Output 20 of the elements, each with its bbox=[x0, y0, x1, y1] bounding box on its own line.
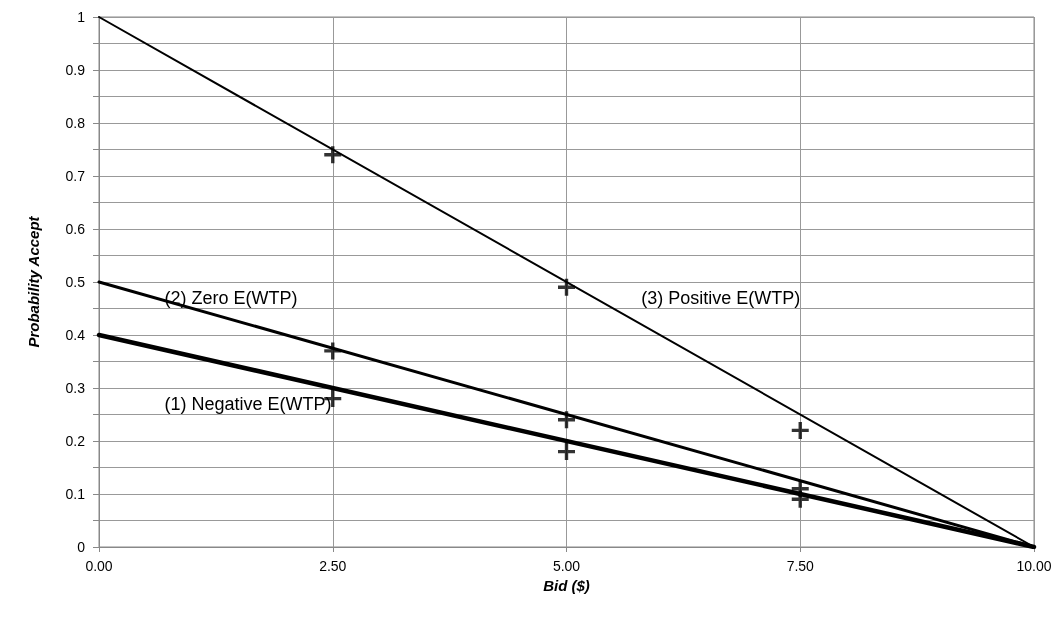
x-tick-label: 7.50 bbox=[786, 558, 815, 574]
x-tick-label: 5.00 bbox=[552, 558, 581, 574]
y-tick-label: 0.2 bbox=[65, 433, 86, 449]
y-tick-label: 0.6 bbox=[65, 221, 86, 237]
series-label: (1) Negative E(WTP) bbox=[164, 393, 332, 414]
y-tick-label: 0.8 bbox=[65, 115, 86, 131]
series-label: (3) Positive E(WTP) bbox=[641, 287, 801, 308]
x-axis-title: Bid ($) bbox=[543, 576, 590, 594]
y-tick-label: 0.3 bbox=[65, 380, 86, 396]
y-tick-label: 0.1 bbox=[65, 486, 86, 502]
x-tick-label: 10.00 bbox=[1016, 558, 1052, 574]
x-tick-label: 2.50 bbox=[319, 558, 347, 574]
y-tick-label: 0.4 bbox=[65, 327, 86, 343]
y-tick-label: 1 bbox=[77, 9, 86, 25]
y-tick-label: 0 bbox=[77, 539, 86, 555]
y-tick-label: 0.5 bbox=[65, 274, 86, 290]
x-tick-label: 0.00 bbox=[85, 558, 113, 574]
y-tick-label: 0.9 bbox=[65, 62, 86, 78]
y-tick-label: 0.7 bbox=[65, 168, 86, 184]
y-axis-title: Probability Accept bbox=[25, 215, 42, 348]
